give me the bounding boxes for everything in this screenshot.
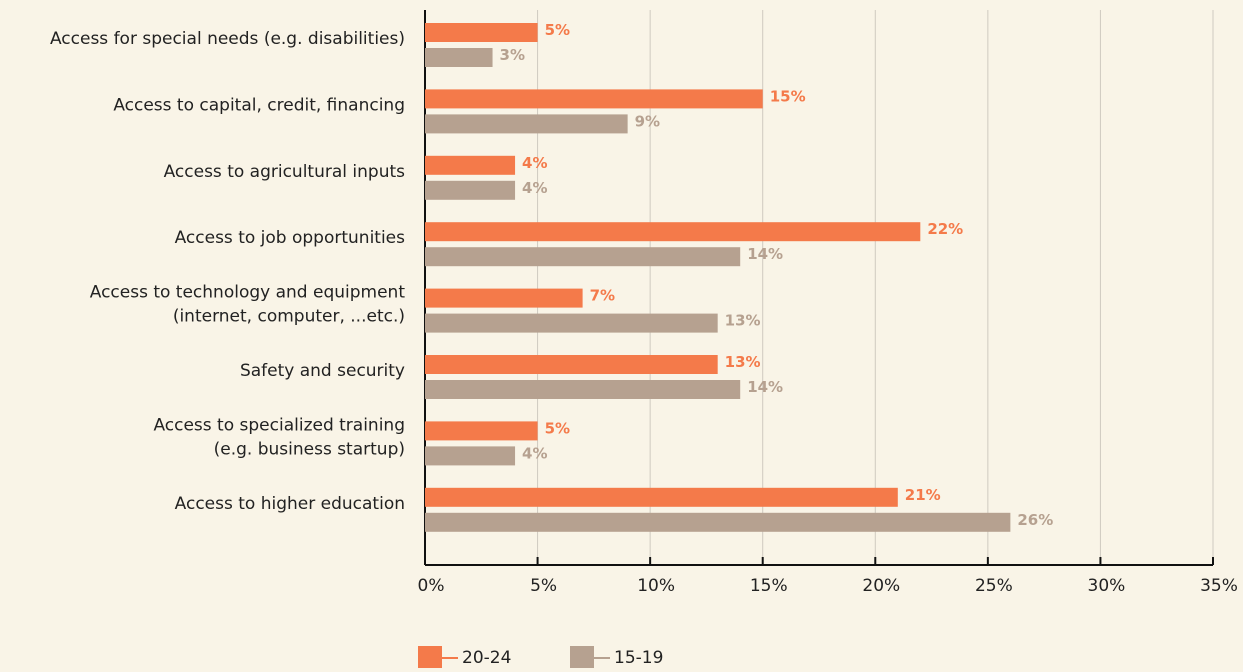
x-tick-label: 15% [750, 576, 788, 596]
legend-label: 15-19 [614, 648, 663, 668]
category-label: Access to agricultural inputs [164, 162, 406, 182]
x-tick-label: 20% [862, 576, 900, 596]
category-label: Access to specialized training (e.g. busi… [153, 415, 405, 459]
bar [425, 288, 583, 308]
category-label: Access to technology and equipment (inter… [90, 283, 406, 327]
value-label: 21% [905, 486, 941, 504]
value-label: 4% [522, 444, 547, 462]
bar [425, 487, 898, 507]
legend-swatch [418, 646, 442, 670]
bar [425, 313, 718, 333]
x-tick-label: 10% [637, 576, 675, 596]
bar [425, 446, 516, 466]
value-label: 13% [725, 312, 761, 330]
bar [425, 180, 516, 200]
bar [425, 247, 741, 267]
category-label: Safety and security [240, 361, 405, 381]
category-label: Access to higher education [175, 494, 405, 514]
value-label: 3% [500, 46, 525, 64]
category-label: Access to capital, credit, financing [113, 95, 405, 115]
value-label: 15% [770, 87, 806, 105]
bar [425, 23, 538, 42]
value-label: 4% [522, 179, 547, 197]
category-label: Access for special needs (e.g. disabilit… [50, 29, 405, 49]
legend-label: 20-24 [462, 648, 511, 668]
bar [425, 512, 1011, 532]
x-tick-label: 5% [530, 576, 557, 596]
value-label: 5% [545, 419, 570, 437]
bar [425, 355, 718, 374]
category-label: Access to job opportunities [175, 228, 406, 248]
value-label: 14% [747, 245, 783, 263]
value-label: 22% [927, 220, 963, 238]
bar [425, 48, 493, 67]
value-label: 5% [545, 21, 570, 39]
value-label: 13% [725, 353, 761, 371]
value-label: 7% [590, 287, 615, 305]
bar [425, 89, 763, 109]
x-tick-label: 35% [1200, 576, 1238, 596]
bar [425, 155, 516, 175]
value-label: 26% [1017, 511, 1053, 529]
x-tick-label: 25% [975, 576, 1013, 596]
x-tick-label: 0% [418, 576, 445, 596]
bar [425, 380, 741, 399]
bar [425, 114, 628, 134]
bar [425, 222, 921, 242]
legend-swatch [570, 646, 594, 670]
value-label: 9% [635, 112, 660, 130]
x-tick-label: 30% [1088, 576, 1126, 596]
value-label: 4% [522, 154, 547, 172]
value-label: 14% [747, 378, 783, 396]
bar [425, 421, 538, 441]
